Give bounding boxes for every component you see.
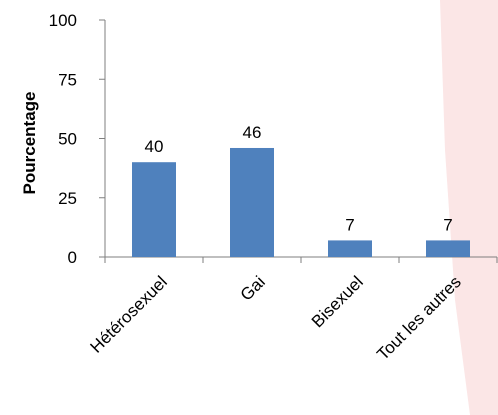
x-category-label: Bisexuel: [308, 272, 367, 331]
y-tick-label: 25: [58, 189, 77, 208]
bars: [132, 147, 470, 257]
x-category-label: Tout les autres: [373, 272, 465, 364]
data-label: 40: [145, 137, 164, 156]
bar: [426, 240, 470, 257]
bar: [230, 147, 274, 257]
axes: 0 25 50 75 100: [49, 11, 498, 267]
watermark-shape: [440, 0, 498, 415]
data-label: 7: [345, 215, 354, 234]
data-label: 7: [443, 215, 452, 234]
bar: [132, 162, 176, 257]
y-tick-label: 100: [49, 11, 77, 30]
y-tick-label: 75: [58, 70, 77, 89]
y-tick-label: 0: [68, 248, 77, 267]
y-tick-label: 50: [58, 130, 77, 149]
y-axis-title: Pourcentage: [20, 92, 39, 195]
data-label: 46: [243, 123, 262, 142]
x-category-label: Hétérosexuel: [87, 272, 171, 356]
bar: [328, 240, 372, 257]
x-category-label: Gai: [237, 272, 269, 304]
